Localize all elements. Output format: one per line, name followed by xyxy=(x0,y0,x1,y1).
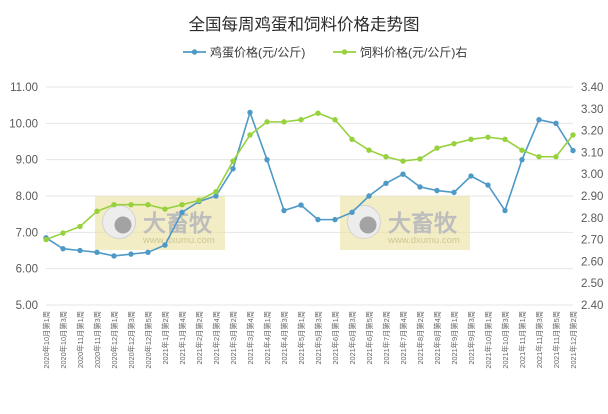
svg-text:2021年2月第4周: 2021年2月第4周 xyxy=(212,311,221,365)
svg-text:2.60: 2.60 xyxy=(581,256,603,268)
svg-text:2021年1月第4周: 2021年1月第4周 xyxy=(178,311,187,365)
svg-text:2021年10月第1周: 2021年10月第1周 xyxy=(484,311,493,369)
svg-text:2020年10月第3周: 2020年10月第3周 xyxy=(59,311,68,369)
svg-text:5.00: 5.00 xyxy=(16,300,38,312)
svg-text:2021年4月第1周: 2021年4月第1周 xyxy=(263,311,272,365)
svg-text:2.90: 2.90 xyxy=(581,191,603,203)
svg-text:2020年12月第3周: 2020年12月第3周 xyxy=(127,311,136,369)
svg-text:3.20: 3.20 xyxy=(581,126,603,138)
svg-text:6.00: 6.00 xyxy=(16,264,38,276)
svg-text:2021年4月第3周: 2021年4月第3周 xyxy=(280,311,289,365)
svg-text:2021年10月第3周: 2021年10月第3周 xyxy=(501,311,510,369)
svg-text:2021年3月第4周: 2021年3月第4周 xyxy=(246,311,255,365)
svg-text:2.70: 2.70 xyxy=(581,235,603,247)
svg-text:2021年9月第1周: 2021年9月第1周 xyxy=(450,311,459,365)
svg-text:2021年11月第3周: 2021年11月第3周 xyxy=(535,311,544,368)
svg-text:2021年11月第5周: 2021年11月第5周 xyxy=(552,311,561,368)
svg-text:3.10: 3.10 xyxy=(581,147,603,159)
svg-text:2020年12月第1周: 2020年12月第1周 xyxy=(110,311,119,369)
svg-text:3.00: 3.00 xyxy=(581,169,603,181)
svg-text:2021年5月第3周: 2021年5月第3周 xyxy=(314,311,323,365)
svg-text:2021年12月第2周: 2021年12月第2周 xyxy=(569,311,578,369)
svg-text:2021年9月第3周: 2021年9月第3周 xyxy=(467,311,476,365)
svg-text:2020年11月第1周: 2020年11月第1周 xyxy=(76,311,85,368)
svg-text:2021年7月第2周: 2021年7月第2周 xyxy=(382,311,391,365)
svg-text:3.30: 3.30 xyxy=(581,104,603,116)
svg-text:2021年1月第2周: 2021年1月第2周 xyxy=(161,311,170,365)
svg-text:8.00: 8.00 xyxy=(16,191,38,203)
svg-text:2020年10月第1周: 2020年10月第1周 xyxy=(42,311,51,369)
svg-text:大畜牧: 大畜牧 xyxy=(143,210,213,236)
svg-text:2021年2月第2周: 2021年2月第2周 xyxy=(195,311,204,365)
svg-text:2021年8月第4周: 2021年8月第4周 xyxy=(433,311,442,365)
svg-text:9.00: 9.00 xyxy=(16,155,38,167)
svg-text:2020年12月第5周: 2020年12月第5周 xyxy=(144,311,153,369)
svg-text:2.50: 2.50 xyxy=(581,278,603,290)
svg-text:2.80: 2.80 xyxy=(581,213,603,225)
svg-text:10.00: 10.00 xyxy=(9,118,38,130)
svg-text:2020年11月第3周: 2020年11月第3周 xyxy=(93,311,102,368)
svg-text:2021年8月第2周: 2021年8月第2周 xyxy=(416,311,425,365)
svg-text:2021年3月第2周: 2021年3月第2周 xyxy=(229,311,238,365)
svg-text:大畜牧: 大畜牧 xyxy=(388,210,458,236)
svg-text:3.40: 3.40 xyxy=(581,82,603,94)
svg-text:7.00: 7.00 xyxy=(16,227,38,239)
svg-text:2021年5月第1周: 2021年5月第1周 xyxy=(297,311,306,365)
svg-text:2.40: 2.40 xyxy=(581,300,603,312)
svg-text:2021年7月第4周: 2021年7月第4周 xyxy=(399,311,408,365)
svg-text:2021年11月第1周: 2021年11月第1周 xyxy=(518,311,527,368)
svg-text:www.dxumu.com: www.dxumu.com xyxy=(142,235,215,246)
svg-text:2021年6月第3周: 2021年6月第3周 xyxy=(348,311,357,365)
svg-text:2021年6月第1周: 2021年6月第1周 xyxy=(331,311,340,365)
svg-text:www.dxumu.com: www.dxumu.com xyxy=(387,235,460,246)
svg-text:11.00: 11.00 xyxy=(10,82,38,94)
svg-text:2021年6月第5周: 2021年6月第5周 xyxy=(365,311,374,365)
